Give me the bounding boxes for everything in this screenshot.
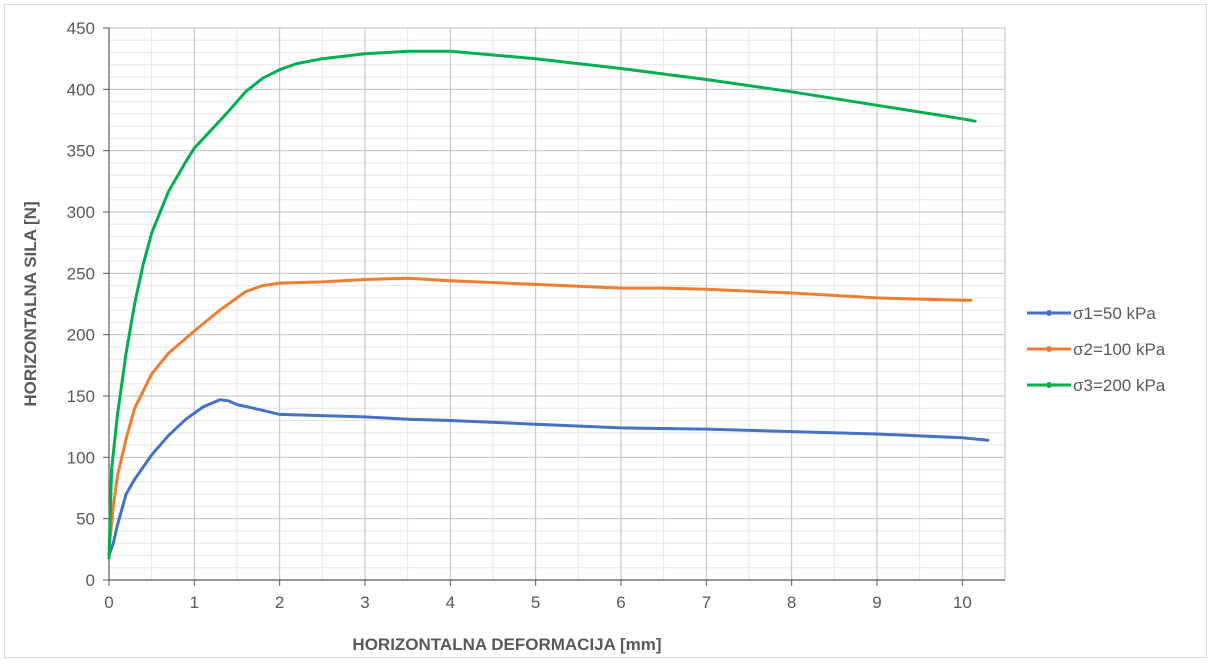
- legend-marker: [1046, 382, 1052, 388]
- series-lines: [107, 49, 990, 560]
- y-tick-label: 200: [67, 326, 95, 345]
- series-line-1: [107, 398, 990, 557]
- legend-label: σ3=200 kPa: [1073, 376, 1166, 395]
- x-tick-label: 8: [787, 593, 796, 612]
- series-line-2: [107, 276, 973, 551]
- x-tick-label: 10: [953, 593, 972, 612]
- x-tick-label: 9: [872, 593, 881, 612]
- y-tick-label: 50: [76, 510, 95, 529]
- legend-label: σ1=50 kPa: [1073, 304, 1156, 323]
- x-tick-label: 6: [616, 593, 625, 612]
- legend-label: σ2=100 kPa: [1073, 340, 1166, 359]
- chart-area: 0 1 2 3 4 5 6 7 8 9 10 0 50 100 150 200 250 300 350 400 450 …: [4, 4, 1207, 658]
- x-tick-label: 4: [446, 593, 455, 612]
- y-tick-label: 100: [67, 448, 95, 467]
- x-tick-label: 3: [360, 593, 369, 612]
- minor-gridlines: [109, 28, 1005, 580]
- x-tick-label: 1: [190, 593, 199, 612]
- y-tick-label: 400: [67, 80, 95, 99]
- y-axis-title: HORIZONTALNA SILA [N]: [21, 201, 40, 406]
- y-tick-label: 300: [67, 203, 95, 222]
- legend[interactable]: σ1=50 kPa σ2=100 kPa σ3=200 kPa: [1027, 304, 1166, 395]
- line-chart: 0 1 2 3 4 5 6 7 8 9 10050100150200250300350400450 …: [21, 19, 1166, 654]
- axes: [103, 27, 1005, 586]
- series-line-3: [107, 49, 977, 560]
- y-tick-label: 150: [67, 387, 95, 406]
- y-tick-label: 350: [67, 142, 95, 161]
- legend-marker: [1046, 346, 1052, 352]
- y-tick-label: 450: [67, 19, 95, 38]
- major-gridlines: [108, 27, 1006, 581]
- y-tick-label: 250: [67, 264, 95, 283]
- x-tick-label: 7: [702, 593, 711, 612]
- x-tick-label: 2: [275, 593, 284, 612]
- legend-item-1[interactable]: σ1=50 kPa: [1027, 304, 1156, 323]
- legend-item-3[interactable]: σ3=200 kPa: [1027, 376, 1166, 395]
- y-tick-label: 0: [86, 571, 95, 590]
- legend-marker: [1046, 310, 1052, 316]
- legend-item-2[interactable]: σ2=100 kPa: [1027, 340, 1166, 359]
- x-axis-title: HORIZONTALNA DEFORMACIJA [mm]: [352, 635, 661, 654]
- x-tick-label: 0: [104, 593, 113, 612]
- x-tick-label: 5: [531, 593, 540, 612]
